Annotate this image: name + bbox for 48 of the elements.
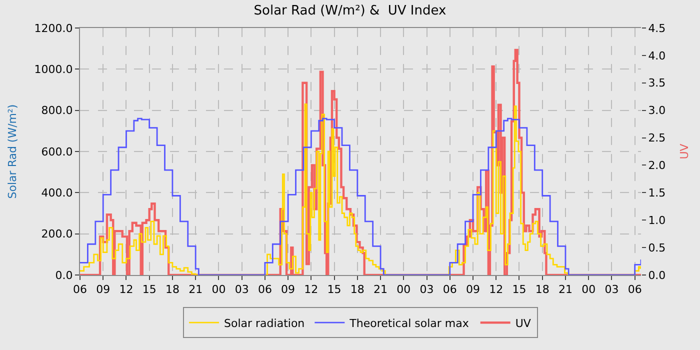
- x-tick-label: 21: [374, 283, 388, 296]
- y2-tick-label: 4.5: [648, 22, 666, 35]
- x-tick-label: 15: [142, 283, 156, 296]
- legend-label: Solar radiation: [224, 316, 305, 330]
- y2-tick-label: 1.0: [648, 214, 666, 227]
- y-tick-label: 600.0: [41, 145, 73, 158]
- y2-tick-label: 2.5: [648, 132, 666, 145]
- x-tick-label: 06: [628, 283, 642, 296]
- y2-axis-title: UV: [678, 143, 691, 160]
- chart-title: Solar Rad (W/m²) & UV Index: [254, 3, 447, 18]
- x-tick-label: 06: [442, 283, 457, 296]
- legend-label: UV: [515, 316, 532, 330]
- x-tick-label: 15: [512, 283, 526, 296]
- x-tick-label: 15: [327, 283, 342, 296]
- x-tick-label: 12: [119, 283, 134, 296]
- y2-tick-label: 3.5: [648, 76, 666, 90]
- x-tick-label: 06: [73, 283, 87, 296]
- x-tick-label: 18: [165, 283, 180, 296]
- y-tick-label: 400.0: [41, 186, 73, 200]
- x-tick-label: 09: [281, 283, 296, 296]
- y2-tick-label: 0.5: [648, 241, 666, 254]
- x-tick-label: 09: [96, 283, 110, 296]
- y-tick-label: 800.0: [41, 104, 73, 118]
- x-tick-label: 03: [420, 283, 434, 296]
- x-tick-label: 21: [188, 283, 203, 296]
- y-axis-title: Solar Rad (W/m²): [6, 104, 19, 199]
- x-tick-label: 18: [350, 283, 364, 296]
- legend-label: Theoretical solar max: [348, 316, 470, 330]
- x-tick-label: 00: [582, 283, 596, 296]
- y2-tick-label: 2.0: [648, 159, 666, 172]
- x-tick-label: 06: [258, 283, 272, 296]
- x-tick-label: 21: [558, 283, 572, 296]
- x-tick-label: 03: [234, 283, 249, 296]
- y2-tick-label: 1.5: [648, 186, 666, 200]
- x-tick-label: 09: [466, 283, 480, 296]
- x-tick-label: 00: [396, 283, 411, 296]
- y-tick-label: 1200.0: [34, 22, 73, 35]
- y-tick-label: 200.0: [41, 228, 73, 241]
- x-tick-label: 03: [604, 283, 619, 296]
- y-tick-label: 0.0: [55, 268, 73, 282]
- x-tick-label: 00: [212, 283, 226, 296]
- y-tick-label: 1000.0: [34, 63, 73, 76]
- x-tick-label: 12: [304, 283, 318, 296]
- y2-tick-label: 0.0: [648, 268, 666, 282]
- x-tick-label: 12: [489, 283, 504, 296]
- x-tick-label: 18: [535, 283, 550, 296]
- y2-tick-label: 4.0: [648, 49, 666, 62]
- y2-tick-label: 3.0: [648, 104, 666, 118]
